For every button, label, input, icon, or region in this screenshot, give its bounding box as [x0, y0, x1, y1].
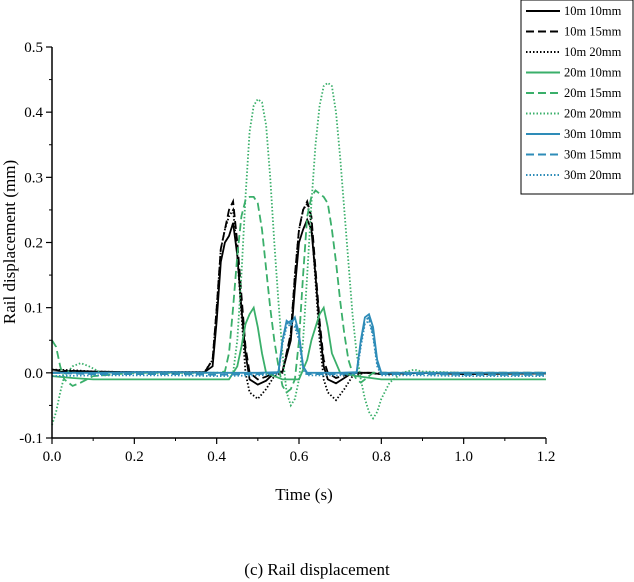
x-tick-label: 0.4 — [207, 449, 226, 465]
tick-labels: 0.0 0.2 0.4 0.6 0.8 1.0 1.2-0.10.00.10.20.30.4… — [19, 40, 555, 465]
series-line-3 — [51, 305, 546, 381]
y-tick-label: -0.1 — [19, 431, 43, 447]
legend-label-5: 20m 20mm — [564, 107, 622, 121]
legend-label-1: 10m 15mm — [564, 25, 622, 39]
x-tick-label: 0.8 — [372, 449, 391, 465]
legend-label-6: 30m 10mm — [564, 127, 622, 141]
x-axis-title: Time (s) — [275, 485, 332, 504]
legend-label-4: 20m 15mm — [564, 86, 622, 100]
legend-label-0: 10m 10mm — [564, 4, 622, 18]
series-line-0 — [51, 217, 547, 386]
x-tick-label: 0.6 — [290, 449, 309, 465]
x-tick-label: 1.2 — [537, 449, 556, 465]
legend-label-7: 30m 15mm — [564, 148, 622, 162]
legend-label-3: 20m 10mm — [564, 66, 622, 80]
x-tick-label: 0.2 — [125, 449, 144, 465]
figure-caption: (c) Rail displacement — [244, 560, 390, 579]
y-tick-label: 0.0 — [24, 366, 43, 382]
y-axis-title: Rail displacement (mm) — [0, 160, 19, 324]
series-line-8 — [51, 319, 546, 378]
legend-label-8: 30m 20mm — [564, 168, 622, 182]
series-line-2 — [51, 201, 547, 402]
y-tick-label: 0.1 — [24, 301, 43, 317]
x-tick-label: 1.0 — [454, 449, 473, 465]
y-tick-label: 0.4 — [24, 105, 43, 121]
y-tick-label: 0.3 — [24, 170, 43, 186]
plot-lines — [51, 81, 547, 426]
x-tick-label: 0.0 — [43, 449, 62, 465]
axes — [46, 46, 547, 444]
series-line-4 — [51, 189, 546, 394]
y-tick-label: 0.2 — [24, 236, 43, 252]
legend: 10m 10mm 10m 15mm 10m 20mm 20m 10mm 20m 15mm… — [520, 0, 634, 195]
y-tick-label: 0.5 — [24, 40, 43, 56]
legend-label-2: 10m 20mm — [564, 45, 622, 59]
